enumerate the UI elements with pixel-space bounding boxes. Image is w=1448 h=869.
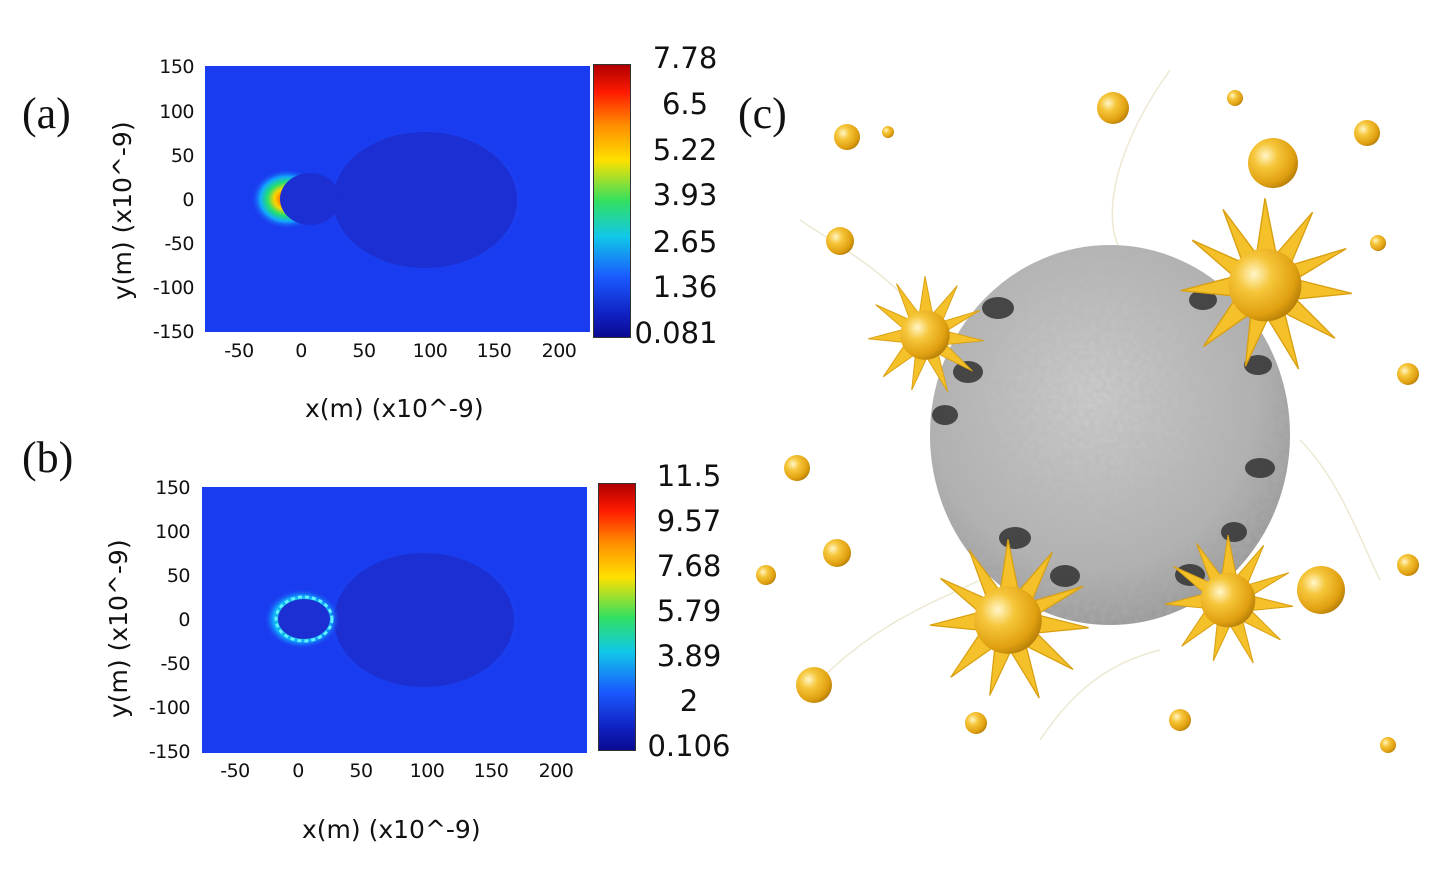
xtick-b: 200 [538, 760, 574, 782]
colorbar-tick-b: 11.5 [656, 459, 722, 493]
colorbar-tick-a: 6.5 [661, 87, 709, 121]
colorbar-b [598, 483, 636, 751]
nanoparticle-illustration [740, 60, 1440, 800]
ytick-a: -100 [152, 277, 195, 299]
ytick-b: -50 [160, 653, 190, 675]
ytick-a: -150 [152, 321, 195, 343]
ytick-b: -100 [148, 697, 191, 719]
field-map-a [205, 66, 590, 332]
colorbar-tick-a: 2.65 [652, 225, 718, 259]
colorbar-a [593, 64, 631, 338]
xtick-a: 0 [295, 340, 307, 362]
field-map-b-svg [202, 487, 587, 753]
xtick-a: 50 [352, 340, 376, 362]
ytick-b: -150 [148, 741, 191, 763]
xtick-a: 200 [541, 340, 577, 362]
xtick-a: -50 [224, 340, 254, 362]
ligand-threads [799, 69, 1381, 741]
colorbar-tick-b: 5.79 [656, 594, 722, 628]
gold-nanospheres [756, 90, 1419, 753]
ytick-a: 150 [159, 56, 194, 78]
xtick-b: 50 [349, 760, 373, 782]
xtick-b: 100 [409, 760, 445, 782]
xtick-a: 100 [412, 340, 448, 362]
field-map-b [202, 487, 587, 753]
colorbar-tick-b: 7.68 [656, 549, 722, 583]
xtick-b: -50 [220, 760, 250, 782]
ytick-a: 100 [159, 101, 194, 123]
large-particle [333, 132, 517, 268]
x-axis-label-b: x(m) (x10^-9) [302, 815, 481, 844]
xtick-b: 150 [473, 760, 509, 782]
ytick-a: 0 [182, 189, 194, 211]
large-particle [334, 553, 514, 687]
xtick-b: 0 [292, 760, 304, 782]
panel-a-label: (a) [22, 89, 71, 138]
small-particle [278, 599, 330, 639]
ytick-b: 100 [155, 521, 190, 543]
colorbar-tick-a: 0.081 [634, 316, 718, 350]
colorbar-tick-a: 3.93 [652, 178, 718, 212]
colorbar-tick-a: 7.78 [652, 41, 718, 75]
y-axis-label-a: y(m) (x10^-9) [108, 121, 137, 300]
colorbar-tick-a: 1.36 [652, 270, 718, 304]
small-particle [280, 173, 340, 225]
panel-b-label: (b) [22, 433, 74, 482]
panel-c-label: (c) [738, 89, 787, 138]
colorbar-tick-b: 3.89 [656, 639, 722, 673]
field-map-a-svg [205, 66, 590, 332]
ytick-b: 150 [155, 477, 190, 499]
ytick-a: 50 [170, 145, 195, 167]
ytick-b: 50 [166, 565, 191, 587]
colorbar-tick-b: 0.106 [647, 729, 731, 763]
y-axis-label-b: y(m) (x10^-9) [104, 539, 133, 718]
xtick-a: 150 [476, 340, 512, 362]
rough-particle-edge [274, 595, 334, 643]
colorbar-tick-a: 5.22 [652, 133, 718, 167]
ytick-b: 0 [178, 609, 190, 631]
colorbar-tick-b: 9.57 [656, 504, 722, 538]
nanoparticle-illustration-svg [756, 69, 1419, 753]
colorbar-tick-b: 2 [679, 684, 699, 718]
ytick-a: -50 [164, 233, 194, 255]
x-axis-label-a: x(m) (x10^-9) [305, 394, 484, 423]
